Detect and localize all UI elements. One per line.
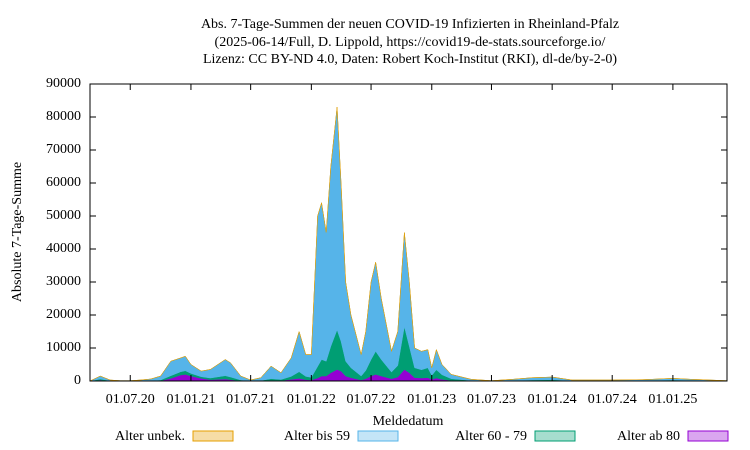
y-tick-label: 50000	[46, 208, 81, 223]
x-tick-label: 01.07.21	[226, 392, 275, 407]
chart-title: Abs. 7-Tage-Summen der neuen COVID-19 In…	[201, 17, 619, 32]
y-tick-label: 90000	[46, 76, 81, 91]
y-tick-label: 40000	[46, 241, 81, 256]
plot-frame	[89, 83, 728, 382]
legend-label: Alter bis 59	[284, 429, 350, 444]
x-tick-label: 01.01.21	[166, 392, 215, 407]
legend-swatch	[687, 430, 729, 442]
x-axis-label: Meldedatum	[373, 414, 444, 429]
y-tick-label: 10000	[46, 340, 81, 355]
y-axis-label: Absolute 7-Tage-Summe	[10, 162, 25, 302]
legend-swatch	[357, 430, 399, 442]
legend-swatch	[192, 430, 234, 442]
y-tick-label: 80000	[46, 109, 81, 124]
legend-label: Alter ab 80	[617, 429, 680, 444]
chart-subtitle: Lizenz: CC BY-ND 4.0, Daten: Robert Koch…	[203, 52, 617, 67]
x-tick-label: 01.01.22	[287, 392, 336, 407]
x-tick-label: 01.07.23	[467, 392, 516, 407]
x-tick-label: 01.07.22	[347, 392, 396, 407]
y-tick-label: 30000	[46, 274, 81, 289]
x-tick-label: 01.07.20	[106, 392, 155, 407]
legend-label: Alter 60 - 79	[455, 429, 527, 444]
x-tick-label: 01.01.25	[648, 392, 697, 407]
y-tick-label: 70000	[46, 142, 81, 157]
y-tick-label: 20000	[46, 307, 81, 322]
x-tick-label: 01.07.24	[588, 392, 637, 407]
x-tick-label: 01.01.23	[407, 392, 456, 407]
legend-swatch	[534, 430, 576, 442]
area	[89, 107, 728, 382]
y-tick-label: 60000	[46, 175, 81, 190]
legend-label: Alter unbek.	[115, 429, 185, 444]
chart-subtitle: (2025-06-14/Full, D. Lippold, https://co…	[215, 35, 606, 50]
x-tick-label: 01.01.24	[528, 392, 577, 407]
y-tick-label: 0	[74, 373, 81, 388]
